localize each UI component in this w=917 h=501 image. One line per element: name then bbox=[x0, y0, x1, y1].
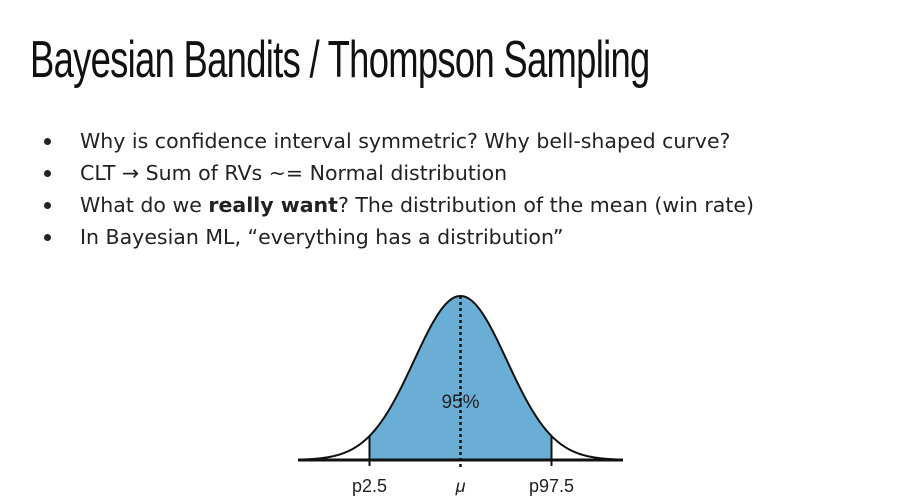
bullet-text: In Bayesian ML, “everything has a distri… bbox=[80, 225, 564, 249]
bullet-text: CLT → Sum of RVs ~= Normal distribution bbox=[80, 161, 508, 185]
x-tick-label: μ bbox=[455, 476, 466, 496]
bullet-dot-icon bbox=[44, 170, 51, 177]
bullet-text-end: ? The distribution of the mean (win rate… bbox=[337, 193, 755, 217]
slide-title: Bayesian Bandits / Thompson Sampling bbox=[30, 31, 650, 89]
bullet-dot-icon bbox=[44, 202, 51, 209]
bullet-dot-icon bbox=[44, 234, 51, 241]
x-tick-labels: p2.5 μ p97.5 bbox=[352, 476, 574, 496]
bullet-list: Why is confidence interval symmetric? Wh… bbox=[0, 127, 754, 255]
bullet-dot-icon bbox=[44, 138, 51, 145]
bullet-text: Why is confidence interval symmetric? Wh… bbox=[80, 129, 731, 153]
confidence-interval-area bbox=[369, 296, 552, 460]
bullet-item: What do we really want? The distribution… bbox=[0, 191, 754, 223]
bullet-item: In Bayesian ML, “everything has a distri… bbox=[0, 223, 754, 255]
shaded-area-label: 95% bbox=[441, 392, 479, 413]
x-tick-label: p97.5 bbox=[529, 476, 574, 496]
bullet-text-emphasis: really want bbox=[208, 193, 338, 217]
bullet-text-start: What do we bbox=[80, 193, 209, 217]
x-tick-label: p2.5 bbox=[352, 476, 387, 496]
bullet-item: Why is confidence interval symmetric? Wh… bbox=[0, 127, 754, 159]
bullet-item: CLT → Sum of RVs ~= Normal distribution bbox=[0, 159, 754, 191]
normal-distribution-chart: 95% p2.5 μ p97.5 bbox=[297, 294, 624, 496]
